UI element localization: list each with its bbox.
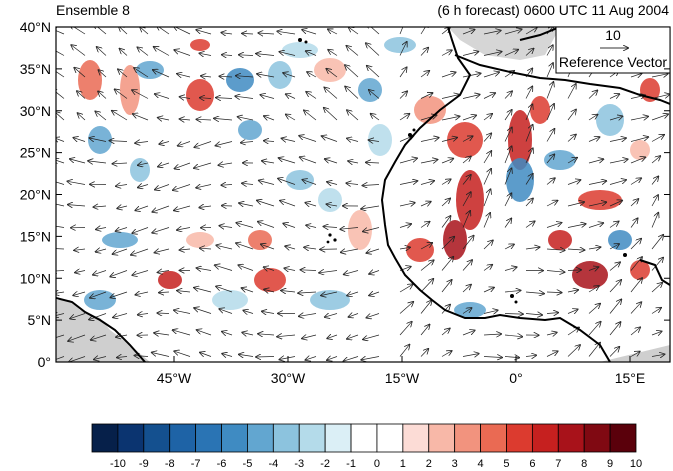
east-coastline: [639, 259, 670, 286]
colorbar-label: -10: [110, 458, 126, 470]
colorbar-label: -3: [294, 458, 304, 470]
lat-label: 35°N: [20, 61, 51, 77]
lat-label: 15°N: [20, 228, 51, 244]
map-title-left: Ensemble 8: [56, 2, 130, 18]
colorbar-swatch: [402, 423, 430, 453]
colorbar-label: 2: [426, 458, 432, 470]
mediterranean-coastline: [454, 54, 670, 105]
colorbar: -10 -9 -8 -7 -6 -5 -4 -3 -2 -1 0 1 2 3 4 5 6 7 8 9 10: [91, 423, 642, 470]
lon-label: 0°: [509, 370, 522, 386]
colorbar-swatch: [609, 423, 637, 453]
colorbar-swatch: [531, 423, 559, 453]
lon-label: 15°E: [615, 370, 646, 386]
colorbar-swatch: [350, 423, 378, 453]
colorbar-label: 1: [400, 458, 406, 470]
colorbar-swatch: [117, 423, 145, 453]
lat-label: 5°N: [28, 312, 52, 328]
iberia-coastline: [519, 27, 561, 41]
lat-label: 20°N: [20, 187, 51, 203]
colorbar-swatch: [298, 423, 326, 453]
colorbar-label: 8: [581, 458, 587, 470]
lat-label: 30°N: [20, 103, 51, 119]
colorbar-swatch: [195, 423, 222, 453]
lat-label: 0°: [38, 354, 51, 370]
map-plot-area: [56, 27, 670, 362]
colorbar-swatch: [454, 423, 481, 453]
colorbar-swatch: [557, 423, 585, 453]
lat-label: 10°N: [20, 270, 51, 286]
colorbar-label: 0: [374, 458, 380, 470]
lon-label: 30°W: [271, 370, 306, 386]
longitude-axis: 45°W 30°W 15°W 0° 15°E: [157, 356, 645, 386]
colorbar-label: 10: [630, 458, 642, 470]
colorbar-swatch: [376, 423, 404, 453]
colorbar-label: 4: [478, 458, 484, 470]
colorbar-swatch: [583, 423, 611, 453]
colorbar-label: -9: [139, 458, 149, 470]
colorbar-label: -7: [191, 458, 201, 470]
colorbar-swatch: [428, 423, 456, 453]
reference-vector-magnitude: 10: [605, 27, 621, 43]
colorbar-label: 9: [607, 458, 613, 470]
colorbar-swatch: [480, 423, 507, 453]
colorbar-label: -6: [217, 458, 227, 470]
lat-label: 40°N: [20, 19, 51, 35]
wind-vectors: [56, 27, 669, 362]
colorbar-label: 3: [452, 458, 458, 470]
africa-west-coastline: [380, 27, 611, 362]
lat-label: 25°N: [20, 145, 51, 161]
coastlines: [56, 27, 670, 362]
colorbar-label: 5: [503, 458, 509, 470]
reference-vector-box: 10 Reference Vector: [555, 26, 671, 74]
lon-label: 15°W: [385, 370, 420, 386]
colorbar-label: -4: [268, 458, 278, 470]
colorbar-swatch: [272, 423, 300, 453]
colorbar-label: 6: [529, 458, 535, 470]
colorbar-label: -2: [320, 458, 330, 470]
lon-label: 45°W: [157, 370, 192, 386]
map-title-right: (6 h forecast) 0600 UTC 11 Aug 2004: [437, 2, 669, 18]
colorbar-swatch: [506, 423, 533, 453]
colorbar-swatch: [221, 423, 248, 453]
colorbar-label: -1: [346, 458, 356, 470]
islands: [298, 38, 627, 304]
latitude-axis: 40°N 35°N 30°N 25°N 20°N 15°N 10°N 5°N 0°: [20, 19, 670, 370]
colorbar-swatch: [143, 423, 171, 453]
south-america-coastline: [56, 297, 146, 362]
colorbar-swatch: [169, 423, 197, 453]
reference-vector-label: Reference Vector: [559, 54, 668, 70]
colorbar-swatch: [91, 423, 119, 453]
colorbar-label: -8: [165, 458, 175, 470]
colorbar-swatch: [324, 423, 352, 453]
colorbar-swatch: [247, 423, 274, 453]
colorbar-label: -5: [243, 458, 253, 470]
colorbar-label: 7: [555, 458, 561, 470]
